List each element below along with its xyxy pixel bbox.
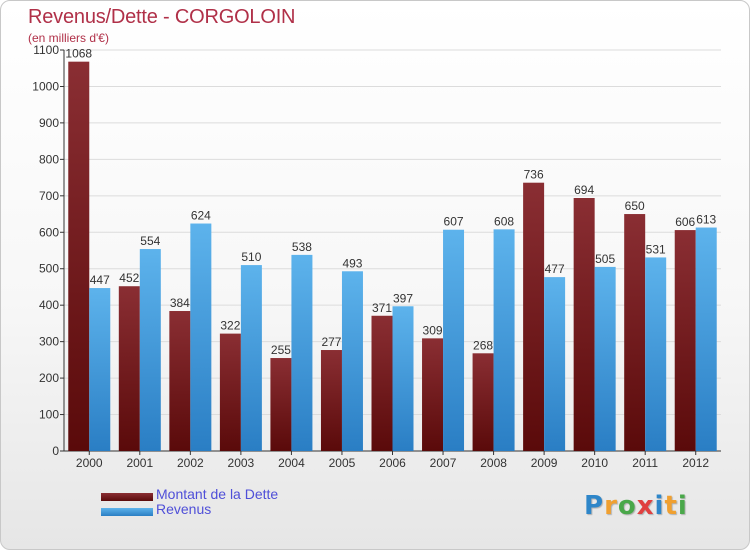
bar-revenue <box>341 271 363 451</box>
y-tick-label: 1100 <box>33 43 59 57</box>
bar-debt <box>523 182 545 451</box>
bar-revenue <box>89 288 111 451</box>
bar-revenue <box>493 229 515 451</box>
data-label-revenue: 607 <box>444 215 464 229</box>
data-label-revenue: 447 <box>90 273 110 287</box>
x-tick-label: 2005 <box>329 456 356 470</box>
logo-letter: P <box>584 491 605 521</box>
x-tick-label: 2001 <box>126 456 153 470</box>
x-tick-label: 2009 <box>531 456 558 470</box>
bar-revenue <box>291 254 313 451</box>
bar-debt <box>169 311 191 451</box>
data-label-debt: 384 <box>170 296 190 310</box>
bar-revenue <box>443 229 465 451</box>
bar-revenue <box>695 227 717 451</box>
x-tick-label: 2002 <box>177 456 204 470</box>
data-label-debt: 1068 <box>65 47 92 61</box>
data-label-debt: 650 <box>625 199 645 213</box>
y-tick-label: 0 <box>52 444 59 458</box>
legend-swatch-revenue <box>101 508 153 516</box>
data-label-revenue: 510 <box>241 250 261 264</box>
data-label-debt: 277 <box>321 335 341 349</box>
proxiti-logo: Proxiti <box>584 491 688 521</box>
bar-debt <box>219 333 241 451</box>
data-label-revenue: 608 <box>494 214 514 228</box>
data-label-revenue: 505 <box>595 252 615 266</box>
logo-letter: o <box>617 491 637 521</box>
data-label-debt: 452 <box>119 271 139 285</box>
x-tick-label: 2004 <box>278 456 305 470</box>
data-label-revenue: 554 <box>140 234 160 248</box>
data-label-revenue: 493 <box>342 256 362 270</box>
data-label-revenue: 531 <box>646 242 666 256</box>
bar-debt <box>472 353 494 451</box>
legend-label-debt: Montant de la Dette <box>156 486 279 502</box>
y-tick-label: 300 <box>39 335 59 349</box>
bar-revenue <box>645 257 667 451</box>
bar-debt <box>270 358 292 451</box>
x-tick-label: 2003 <box>228 456 255 470</box>
bar-debt <box>68 61 90 451</box>
logo-letter: i <box>677 491 688 521</box>
data-label-debt: 606 <box>675 215 695 229</box>
y-tick-label: 900 <box>39 116 59 130</box>
data-label-revenue: 538 <box>292 240 312 254</box>
bar-revenue <box>594 266 616 451</box>
bar-revenue <box>240 265 262 451</box>
chart-title: Revenus/Dette - CORGOLOIN <box>28 6 296 28</box>
y-tick-label: 100 <box>39 408 59 422</box>
y-tick-label: 700 <box>39 189 59 203</box>
data-label-debt: 736 <box>524 168 544 182</box>
y-tick-label: 500 <box>39 262 59 276</box>
bar-debt <box>118 286 140 451</box>
data-label-debt: 268 <box>473 338 493 352</box>
x-tick-label: 2007 <box>430 456 457 470</box>
bar-revenue <box>190 223 212 451</box>
y-tick-label: 1000 <box>32 79 59 93</box>
bar-debt <box>422 338 444 451</box>
bars <box>68 61 717 451</box>
bar-debt <box>371 315 393 451</box>
x-tick-label: 2011 <box>632 456 658 470</box>
bar-debt <box>624 214 646 451</box>
x-tick-label: 2008 <box>480 456 507 470</box>
data-label-debt: 371 <box>372 301 392 315</box>
logo-letter: r <box>604 491 618 521</box>
logo-letter: t <box>664 491 678 521</box>
data-label-revenue: 477 <box>545 262 565 276</box>
x-tick-label: 2000 <box>76 456 103 470</box>
legend-swatch-debt <box>101 493 153 501</box>
data-label-debt: 255 <box>271 343 291 357</box>
data-label-debt: 309 <box>423 323 443 337</box>
x-tick-label: 2010 <box>581 456 608 470</box>
data-labels: 1068 447 452 554 384 624 322 510 255 538 277 493 371… <box>65 47 716 357</box>
x-tick-label: 2006 <box>379 456 406 470</box>
y-tick-label: 200 <box>39 371 59 385</box>
bar-debt <box>674 230 696 451</box>
y-tick-label: 800 <box>39 152 59 166</box>
bar-debt <box>320 350 342 451</box>
x-tick-label: 2012 <box>682 456 709 470</box>
bar-revenue <box>139 249 161 451</box>
bar-debt <box>573 198 595 451</box>
data-label-revenue: 397 <box>393 291 413 305</box>
legend-label-revenue: Revenus <box>156 501 212 517</box>
bar-revenue <box>392 306 414 451</box>
y-tick-label: 600 <box>39 225 59 239</box>
data-label-revenue: 613 <box>696 213 716 227</box>
data-label-revenue: 624 <box>191 209 211 223</box>
data-label-debt: 694 <box>574 183 594 197</box>
logo-letter: x <box>636 491 655 521</box>
y-tick-label: 400 <box>39 298 59 312</box>
data-label-debt: 322 <box>220 319 240 333</box>
logo-letter: i <box>654 491 665 521</box>
chart-subtitle: (en milliers d'€) <box>28 31 109 45</box>
bar-revenue <box>544 277 566 451</box>
